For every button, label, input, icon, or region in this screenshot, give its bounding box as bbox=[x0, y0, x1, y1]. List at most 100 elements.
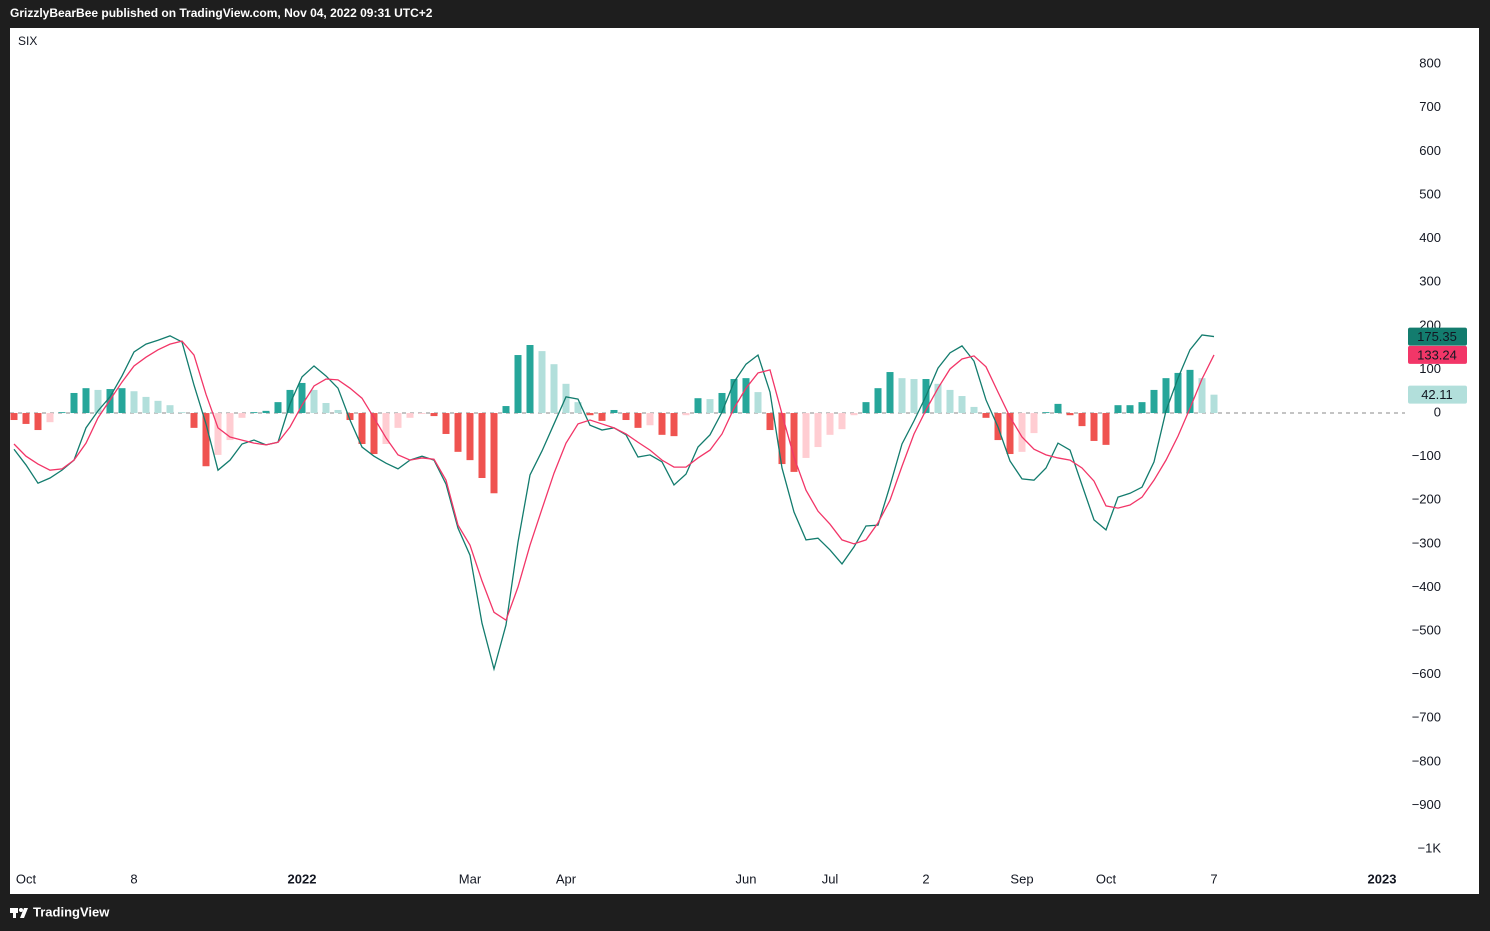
histogram-bar bbox=[862, 402, 870, 414]
chart-panel bbox=[10, 28, 1479, 894]
y-tick-label: −600 bbox=[1412, 666, 1441, 681]
x-tick-label: 2023 bbox=[1368, 871, 1397, 886]
price-label: 42.11 bbox=[1421, 387, 1453, 402]
y-tick-label: 600 bbox=[1419, 143, 1441, 158]
histogram-bar bbox=[790, 413, 798, 472]
price-label-box bbox=[1408, 327, 1467, 346]
histogram-bar bbox=[1174, 372, 1182, 414]
histogram-bar bbox=[466, 413, 474, 461]
histogram-bar bbox=[22, 413, 30, 424]
histogram-bar bbox=[754, 392, 762, 414]
histogram-bar bbox=[322, 403, 330, 414]
histogram-bar bbox=[346, 413, 354, 421]
histogram-bar bbox=[142, 396, 150, 414]
histogram-bar bbox=[574, 402, 582, 414]
histogram-bar bbox=[310, 389, 318, 414]
histogram-bar bbox=[478, 413, 486, 479]
histogram-bar bbox=[682, 413, 690, 416]
histogram-bar bbox=[274, 402, 282, 414]
histogram-bar bbox=[202, 413, 210, 467]
histogram-bar bbox=[814, 413, 822, 448]
histogram-bar bbox=[1030, 413, 1038, 434]
histogram-bar bbox=[34, 413, 42, 431]
histogram-bar bbox=[178, 412, 186, 414]
x-tick-label: 8 bbox=[130, 871, 137, 886]
histogram-bar bbox=[598, 413, 606, 421]
histogram-bar bbox=[1114, 405, 1122, 414]
histogram-bar bbox=[190, 413, 198, 428]
histogram-bar bbox=[622, 413, 630, 421]
histogram-bar bbox=[1006, 413, 1014, 455]
histogram-bar bbox=[10, 413, 18, 421]
y-tick-label: 800 bbox=[1419, 56, 1441, 71]
histogram-bar bbox=[430, 413, 438, 417]
y-tick-label: 300 bbox=[1419, 274, 1441, 289]
histogram-bar bbox=[910, 379, 918, 414]
y-tick-label: 400 bbox=[1419, 230, 1441, 245]
histogram-bar bbox=[1042, 412, 1050, 414]
histogram-bar bbox=[514, 355, 522, 414]
histogram-bar bbox=[550, 364, 558, 414]
histogram-bar bbox=[1066, 413, 1074, 416]
y-tick-label: 0 bbox=[1434, 404, 1441, 419]
histogram-bar bbox=[1186, 369, 1194, 414]
histogram-bar bbox=[934, 383, 942, 414]
y-tick-label: −1K bbox=[1418, 841, 1442, 856]
y-tick-label: −700 bbox=[1412, 710, 1441, 725]
histogram-bar bbox=[166, 405, 174, 414]
histogram-bar bbox=[226, 413, 234, 441]
histogram-bar bbox=[838, 413, 846, 430]
histogram-bar bbox=[130, 391, 138, 414]
header: GrizzlyBearBee published on TradingView.… bbox=[10, 6, 433, 20]
y-tick-label: 700 bbox=[1419, 99, 1441, 114]
x-tick-label: Apr bbox=[556, 871, 577, 886]
histogram-bar bbox=[1126, 405, 1134, 414]
histogram-bar bbox=[742, 378, 750, 414]
histogram-bar bbox=[946, 389, 954, 414]
histogram-bar bbox=[970, 406, 978, 414]
y-tick-label: 500 bbox=[1419, 186, 1441, 201]
histogram-bar bbox=[454, 413, 462, 452]
histogram-bar bbox=[262, 410, 270, 414]
x-tick-label: 7 bbox=[1210, 871, 1217, 886]
y-tick-label: −400 bbox=[1412, 579, 1441, 594]
y-tick-label: −200 bbox=[1412, 492, 1441, 507]
y-tick-label: −800 bbox=[1412, 753, 1441, 768]
histogram-bar bbox=[586, 413, 594, 416]
histogram-bar bbox=[418, 413, 426, 414]
histogram-bar bbox=[58, 412, 66, 414]
x-tick-label: Oct bbox=[16, 871, 37, 886]
histogram-bar bbox=[358, 413, 366, 444]
y-tick-label: 100 bbox=[1419, 361, 1441, 376]
x-tick-label: Jun bbox=[736, 871, 757, 886]
histogram-bar bbox=[406, 413, 414, 418]
histogram-bar bbox=[1018, 413, 1026, 452]
histogram-bar bbox=[238, 413, 246, 418]
histogram-bar bbox=[286, 389, 294, 414]
histogram-bar bbox=[526, 345, 534, 414]
histogram-bar bbox=[826, 413, 834, 435]
histogram-bar bbox=[154, 400, 162, 414]
histogram-bar bbox=[898, 378, 906, 414]
histogram-bar bbox=[1102, 413, 1110, 445]
histogram-bar bbox=[94, 389, 102, 414]
histogram-bar bbox=[502, 406, 510, 414]
histogram-bar bbox=[442, 413, 450, 434]
histogram-bar bbox=[1210, 394, 1218, 414]
histogram-bar bbox=[1090, 413, 1098, 441]
y-tick-label: −100 bbox=[1412, 448, 1441, 463]
histogram-bar bbox=[118, 388, 126, 414]
histogram-bar bbox=[718, 392, 726, 414]
line bbox=[13, 340, 1215, 622]
histogram-bar bbox=[370, 413, 378, 455]
logo bbox=[10, 908, 28, 918]
histogram-bar bbox=[778, 413, 786, 465]
histogram-bar bbox=[70, 392, 78, 414]
histogram-bar bbox=[82, 388, 90, 414]
y-tick-label: −300 bbox=[1412, 535, 1441, 550]
x-tick-label: 2 bbox=[922, 871, 929, 886]
histogram-bar bbox=[730, 379, 738, 414]
histogram-bar bbox=[670, 413, 678, 437]
price-label-box bbox=[1408, 345, 1467, 364]
